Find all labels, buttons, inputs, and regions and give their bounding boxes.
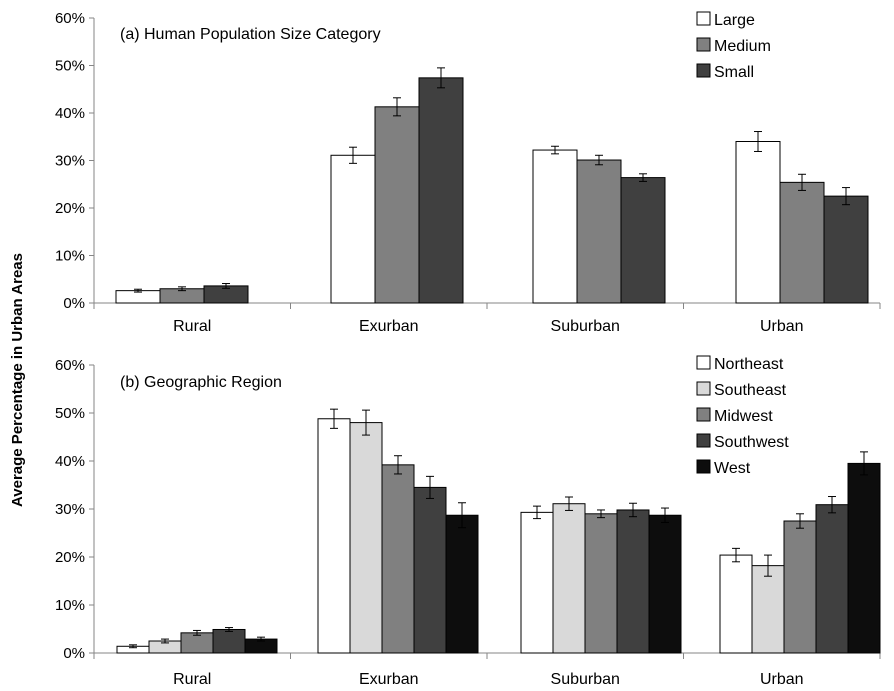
panel-title: (b) Geographic Region [120, 374, 282, 391]
bar [445, 514, 479, 654]
y-tick-label: 60% [55, 357, 85, 374]
y-tick-label: 60% [55, 10, 85, 27]
x-tick-label: Suburban [551, 671, 620, 688]
bar [520, 511, 554, 654]
legend-swatch [696, 459, 711, 474]
legend-label: Southwest [714, 434, 789, 451]
legend-label: Small [714, 64, 754, 81]
x-tick-label: Exurban [359, 318, 419, 335]
bar [552, 503, 586, 654]
bar [779, 181, 825, 304]
legend-swatch [696, 11, 711, 26]
y-tick-label: 50% [55, 405, 85, 422]
bar [180, 632, 214, 654]
legend-swatch [696, 63, 711, 78]
y-tick-label: 10% [55, 597, 85, 614]
bar [719, 554, 753, 654]
legend-swatch [696, 355, 711, 370]
y-axis-label: Average Percentage in Urban Areas [9, 253, 26, 507]
bar [381, 464, 415, 654]
bar [815, 504, 849, 654]
x-tick-label: Urban [760, 671, 804, 688]
bar [847, 462, 881, 654]
bar [616, 509, 650, 654]
bar [418, 77, 464, 304]
x-tick-label: Rural [173, 318, 211, 335]
bar [317, 418, 351, 654]
bar [648, 514, 682, 654]
legend-label: West [714, 460, 751, 477]
x-tick-label: Exurban [359, 671, 419, 688]
x-tick-label: Suburban [551, 318, 620, 335]
bar [532, 149, 578, 304]
x-tick-label: Urban [760, 318, 804, 335]
y-tick-label: 40% [55, 453, 85, 470]
bar [584, 513, 618, 654]
bar [374, 106, 420, 304]
y-tick-label: 10% [55, 248, 85, 265]
legend-label: Medium [714, 38, 771, 55]
y-tick-label: 30% [55, 501, 85, 518]
x-tick-label: Rural [173, 671, 211, 688]
y-tick-label: 40% [55, 105, 85, 122]
bar [751, 565, 785, 654]
legend-label: Midwest [714, 408, 773, 425]
legend-label: Large [714, 12, 755, 29]
y-tick-label: 20% [55, 549, 85, 566]
y-tick-label: 50% [55, 58, 85, 75]
y-tick-label: 20% [55, 200, 85, 217]
bar [413, 486, 447, 654]
legend-swatch [696, 381, 711, 396]
chart-panel-a: 0% 10% 20% 30% 40% 50% 60% Rural Exurban Suburban… [55, 10, 881, 335]
y-tick-label: 0% [63, 295, 85, 312]
bar [620, 177, 666, 304]
legend-swatch [696, 37, 711, 52]
bar [330, 154, 376, 304]
chart-panel-b: 0% 10% 20% 30% 40% 50% 60% Rural Exurban Suburban… [55, 355, 881, 688]
bar [349, 422, 383, 654]
panel-title: (a) Human Population Size Category [120, 26, 381, 43]
legend-swatch [696, 433, 711, 448]
legend-swatch [696, 407, 711, 422]
bar [823, 195, 869, 304]
legend-label: Southeast [714, 382, 787, 399]
bar [735, 141, 781, 304]
y-tick-label: 0% [63, 645, 85, 662]
bar [576, 159, 622, 304]
y-tick-label: 30% [55, 153, 85, 170]
bar [212, 628, 246, 654]
legend-label: Northeast [714, 356, 784, 373]
bar [783, 520, 817, 654]
